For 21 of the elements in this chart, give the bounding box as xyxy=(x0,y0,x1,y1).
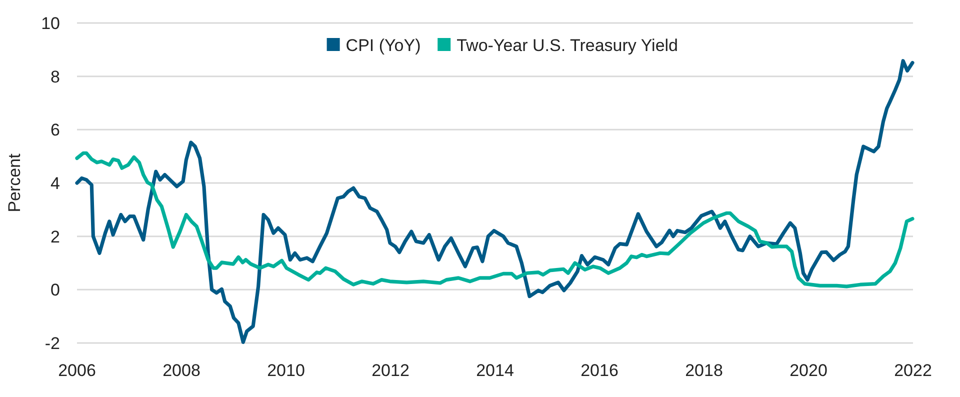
y-tick-label: 8 xyxy=(50,67,60,86)
x-tick-label: 2020 xyxy=(790,361,828,380)
x-tick-label: 2014 xyxy=(476,361,514,380)
y-tick-label: 6 xyxy=(50,120,60,140)
x-tick-label: 2008 xyxy=(162,361,200,380)
x-tick-label: 2010 xyxy=(267,361,305,380)
x-tick-label: 2018 xyxy=(685,361,723,380)
legend-label: Two-Year U.S. Treasury Yield xyxy=(456,36,678,55)
y-tick-label: -2 xyxy=(44,334,60,353)
y-tick-label: 10 xyxy=(41,14,60,33)
y-axis-title: Percent xyxy=(5,153,24,212)
x-tick-label: 2012 xyxy=(372,361,410,380)
y-tick-label: 0 xyxy=(50,280,60,300)
x-tick-label: 2022 xyxy=(894,361,932,380)
legend-label: CPI (YoY) xyxy=(346,36,421,55)
y-tick-label: 2 xyxy=(50,227,60,246)
x-tick-label: 2016 xyxy=(580,361,618,380)
line-series xyxy=(75,59,914,344)
x-tick-label: 2006 xyxy=(58,361,96,380)
y-tick-label: 4 xyxy=(50,174,60,193)
line-series xyxy=(75,151,914,288)
